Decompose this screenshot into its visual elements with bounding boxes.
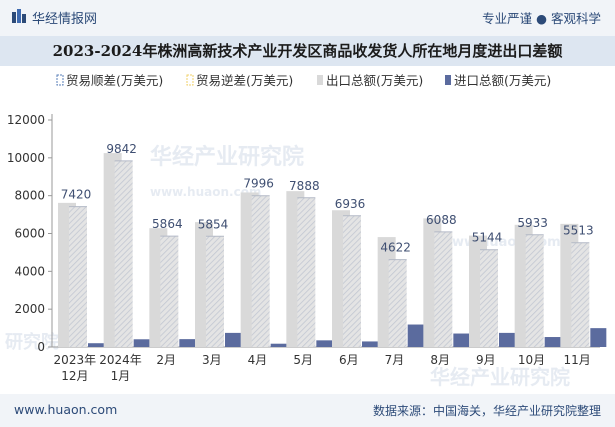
data-label: 5513 [563,224,594,238]
x-tick-label: 8月 [430,353,450,367]
x-tick-label: 6月 [339,353,359,367]
tagline: 专业严谨 ● 客观科学 [482,11,601,26]
trade-surplus-bar [434,231,453,347]
chart-title: 2023-2024年株洲高新技术产业开发区商品收发货人所在地月度进出口差额 [52,42,563,60]
import-bar [225,332,241,347]
trade-surplus-bar [251,195,270,347]
legend-swatch-export [317,75,323,85]
data-label: 6088 [426,213,457,227]
x-tick-label: 2023年 [54,353,97,367]
x-tick-label: 11月 [564,353,591,367]
legend-swatch-deficit [186,74,194,86]
legend-swatch-surplus [56,74,64,86]
data-label: 9842 [106,142,137,156]
top-bar [0,0,615,36]
import-bar [316,340,333,347]
brand-name: 华经情报网 [32,12,98,27]
data-source: 数据来源：中国海关，华经产业研究院整理 [372,404,601,418]
y-tick-label: 12000 [7,113,45,127]
trade-surplus-bar [69,206,87,347]
data-label: 5144 [472,231,503,245]
x-tick-label: 3月 [202,353,222,367]
x-tick-label: 9月 [476,353,496,367]
x-tick-label: 5月 [293,353,313,367]
x-tick-label: 4月 [248,353,268,367]
import-bar [362,341,378,347]
data-label: 5854 [198,217,229,231]
data-label: 5933 [517,216,548,230]
footer-bar [0,394,615,427]
y-tick-label: 10000 [7,151,45,165]
site-link[interactable]: www.huaon.com [14,402,118,417]
import-bar [88,343,104,347]
y-tick-label: 2000 [14,302,45,316]
data-label: 5864 [152,217,183,231]
trade-surplus-bar [206,236,224,347]
trade-surplus-bar [571,242,590,347]
import-bar [179,339,196,347]
y-axis: 0 2000 4000 6000 8000 10000 12000 [7,113,600,354]
trade-surplus-bar [388,259,407,347]
x-tick-label: 7月 [385,353,405,367]
y-tick-label: 4000 [14,264,45,278]
watermark-text: 研究院 [5,331,59,353]
brand-logo-icon [12,9,26,23]
import-bar [270,343,287,347]
legend-label: 出口总额(万美元) [326,73,423,88]
import-bar [407,324,424,347]
y-tick-label: 6000 [14,227,45,241]
trade-surplus-bar [480,249,498,347]
import-bar [453,333,470,347]
trade-surplus-bar [160,236,179,347]
x-tick-label: 2024年 [99,353,142,367]
y-tick-label: 8000 [14,189,45,203]
x-tick-label: 1月 [111,369,131,383]
data-label: 7888 [289,179,320,193]
legend-label: 贸易顺差(万美元) [66,73,163,88]
import-bar [133,339,150,347]
x-tick-label: 2月 [156,353,176,367]
chart-area: 华经产业研究院www.huaon.com研究院华经产业研究院www.huaon.… [5,73,607,389]
data-label: 4622 [380,241,411,255]
title-bar [0,36,615,66]
watermark-text: 华经产业研究院 [150,144,304,170]
y-tick-label: 0 [37,340,45,354]
trade-surplus-bar [525,234,544,347]
import-bar [499,332,515,347]
trade-surplus-bar [114,160,133,347]
import-bar [544,337,561,347]
data-label: 7420 [61,188,92,202]
bars: 7420 9842 5864 5854 7996 7888 6936 4622 6088 5144… [58,142,607,347]
x-axis: 2023年 12月 2024年 1月 2月 3月 4月 5月 6月 7月 8月 9月 10月 11月 [54,353,591,383]
watermark-text: www.huaon.com [150,185,261,199]
x-tick-label: 10月 [518,353,545,367]
import-bar [590,328,607,347]
trade-surplus-bar [343,215,361,347]
legend: 贸易顺差(万美元) 贸易逆差(万美元) 出口总额(万美元) 进口总额(万美元) [56,73,551,88]
legend-label: 进口总额(万美元) [454,73,551,88]
data-label: 6936 [335,197,366,211]
watermark-text: 华经产业研究院 [430,365,570,389]
x-tick-label: 12月 [61,369,88,383]
data-label: 7996 [243,177,274,191]
legend-swatch-import [445,75,451,85]
legend-label: 贸易逆差(万美元) [196,73,293,88]
trade-surplus-bar [297,197,316,347]
